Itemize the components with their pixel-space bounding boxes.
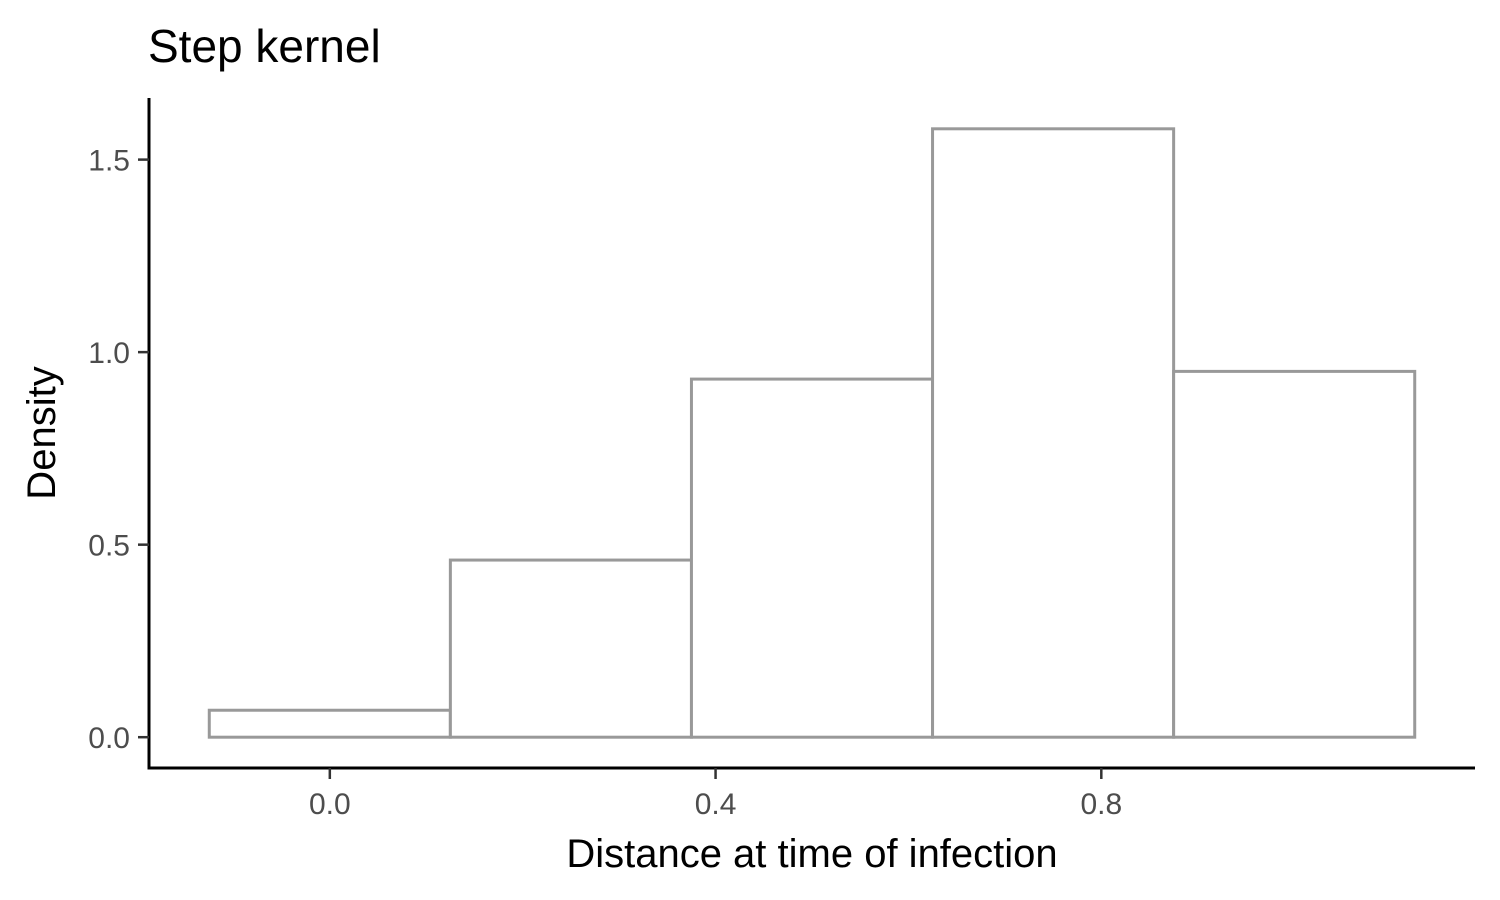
y-axis-ticks: 0.0 0.5 1.0 1.5: [88, 145, 149, 755]
y-axis-title: Density: [20, 366, 64, 499]
bars-group: [207, 127, 1417, 739]
histogram-bar-3: [689, 377, 935, 739]
y-tick-label-0: 0.0: [88, 722, 130, 755]
histogram-bar-1: [207, 708, 452, 739]
y-tick-label-2: 1.0: [88, 337, 130, 370]
x-tick-label-1: 0.4: [695, 788, 737, 821]
x-axis-ticks: 0.0 0.4 0.8: [309, 768, 1122, 821]
y-tick-label-3: 1.5: [88, 145, 130, 178]
x-tick-label-0: 0.0: [309, 788, 351, 821]
histogram-bar-5: [1172, 369, 1417, 739]
x-tick-label-2: 0.8: [1080, 788, 1122, 821]
chart-title: Step kernel: [148, 20, 381, 72]
histogram-bar-2: [448, 558, 693, 739]
x-axis-title: Distance at time of infection: [566, 832, 1057, 876]
y-tick-label-1: 0.5: [88, 530, 130, 563]
histogram-bar-4: [931, 127, 1176, 739]
